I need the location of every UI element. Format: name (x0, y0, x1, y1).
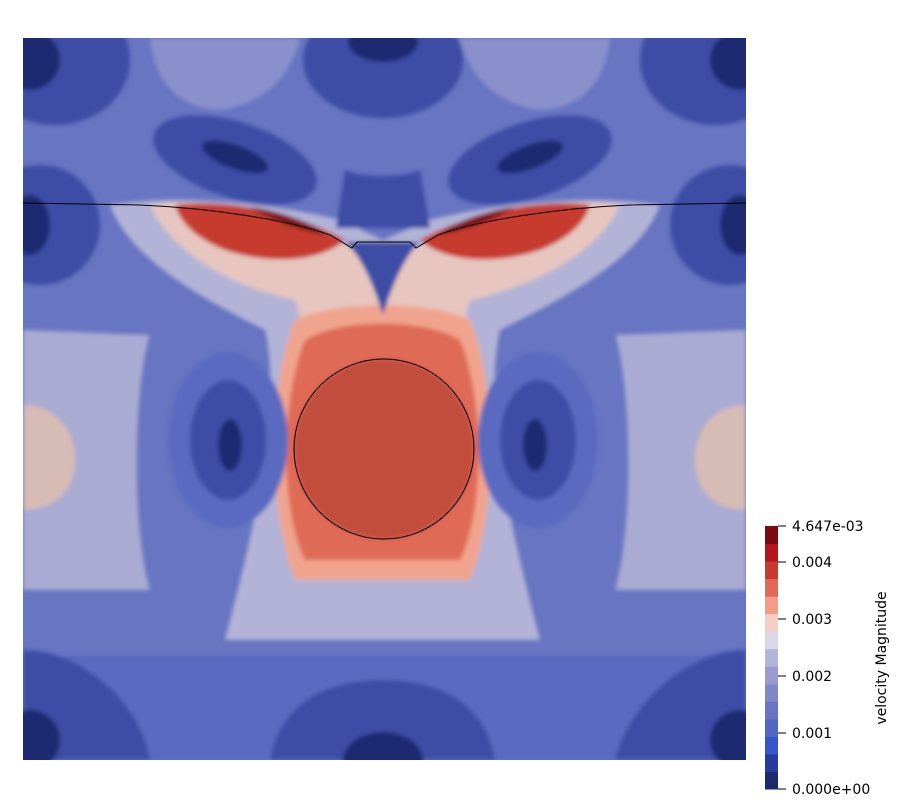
contour-red-lobe-left (175, 203, 345, 260)
colorbar-swatch-4 (765, 701, 778, 720)
free-surface-line (23, 202, 746, 249)
colorbar-swatch-8 (765, 631, 778, 650)
colorbar-tick-label-0.001: 0.001 (792, 726, 832, 742)
colorbar-swatch-5 (765, 683, 778, 702)
colorbar-min-label: 0.000e+00 (792, 782, 870, 798)
contour-top-mid-blue (336, 170, 430, 228)
contour-left-panel (23, 330, 150, 590)
colorbar-swatch-2 (765, 736, 778, 755)
colorbar-swatch-1 (765, 753, 778, 772)
plot-area (23, 38, 746, 760)
colorbar-swatch-14 (765, 526, 778, 545)
contour-top-center-dark (348, 38, 418, 62)
colorbar-swatch-6 (765, 666, 778, 685)
contour-field (23, 38, 746, 760)
contour-upper-right-lobe (460, 38, 610, 110)
colorbar-swatch-10 (765, 596, 778, 615)
contour-top-right-dark (710, 38, 746, 90)
contour-top-left-dark (23, 38, 60, 90)
colorbar-tick-label-0.004: 0.004 (792, 555, 832, 571)
colorbar-tick-label-0.003: 0.003 (792, 612, 832, 628)
contour-top-center-blue (303, 38, 463, 118)
colorbar-swatch-7 (765, 648, 778, 667)
contour-body-fill (294, 359, 474, 539)
colorbar-swatch-11 (765, 578, 778, 597)
colorbar-swatch-13 (765, 543, 778, 562)
colorbar-swatch-9 (765, 613, 778, 632)
colorbar-tick-label-0.002: 0.002 (792, 669, 832, 685)
colorbar-swatch-12 (765, 561, 778, 580)
colorbar-swatch-0 (765, 771, 778, 790)
contour-wing-right-dark (496, 140, 564, 174)
contour-upper-left-lobe (150, 38, 300, 110)
contour-wing-left-dark (201, 140, 269, 174)
contour-bottom-center-dark (343, 732, 423, 760)
contour-left-pink (23, 405, 75, 510)
colorbar-swatch-3 (765, 718, 778, 737)
contour-right-panel (615, 330, 746, 590)
contour-dark-red-right (437, 207, 515, 235)
body-outline (293, 358, 475, 540)
colorbar-title: velocity Magnitude (874, 591, 890, 724)
contour-cusp-plume (345, 242, 420, 315)
contour-vortex-right-3 (523, 419, 547, 471)
colorbar-swatches (765, 526, 778, 790)
contour-side-right-blue (670, 165, 746, 285)
contour-side-right-dark (720, 195, 746, 255)
colorbar: 4.647e-03 0.004 0.003 0.002 0.001 0.000e… (765, 519, 890, 798)
contour-bottom-center-blue (270, 680, 495, 760)
contour-side-left-blue (23, 165, 100, 285)
contour-bottom-right-dark (710, 710, 746, 760)
contour-right-pink (695, 405, 746, 510)
contour-red-lobe-right (420, 203, 590, 260)
colorbar-max-label: 4.647e-03 (792, 519, 864, 535)
contour-vortex-left-3 (218, 419, 242, 471)
contour-bottom-left-dark (23, 710, 60, 760)
contour-side-left-dark (23, 195, 50, 255)
